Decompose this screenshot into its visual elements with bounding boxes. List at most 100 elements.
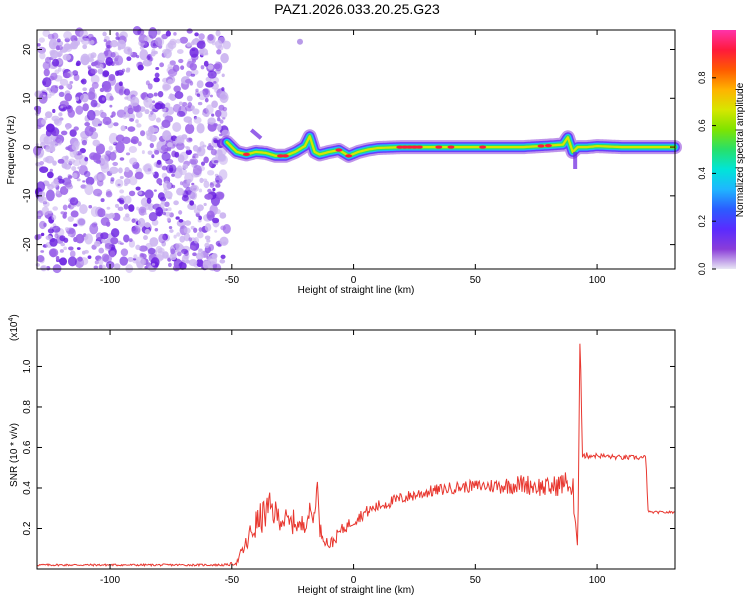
noise-speckle <box>199 48 205 54</box>
noise-speckle <box>60 105 64 109</box>
noise-speckle <box>198 33 205 40</box>
noise-speckle <box>139 49 149 61</box>
noise-speckle <box>110 39 119 48</box>
noise-speckle <box>211 113 215 117</box>
noise-speckle <box>101 253 110 262</box>
noise-speckle <box>119 157 125 161</box>
noise-speckle <box>188 137 193 142</box>
noise-speckle <box>67 256 77 267</box>
noise-speckle <box>38 196 47 204</box>
noise-speckle <box>202 260 211 270</box>
noise-speckle <box>70 35 78 42</box>
noise-speckle <box>149 143 154 149</box>
noise-speckle <box>209 94 213 98</box>
noise-speckle <box>220 53 229 64</box>
noise-speckle <box>71 166 77 171</box>
noise-speckle <box>63 31 73 40</box>
signal-peak <box>410 145 418 149</box>
noise-speckle <box>194 37 199 42</box>
y-tick-label: 0.8 <box>22 400 33 414</box>
noise-speckle <box>144 222 151 228</box>
noise-speckle <box>148 125 155 135</box>
colorbar-tick-label: 0.0 <box>697 263 707 276</box>
snr-background <box>37 330 675 569</box>
noise-speckle <box>189 63 197 71</box>
noise-speckle <box>69 197 79 206</box>
noise-speckle <box>125 152 131 156</box>
noise-speckle <box>169 93 177 101</box>
noise-speckle <box>59 100 69 108</box>
noise-speckle <box>183 227 191 234</box>
noise-speckle <box>191 245 197 251</box>
noise-speckle <box>45 155 55 164</box>
spectrogram-frame <box>36 29 676 270</box>
noise-speckle <box>220 109 228 119</box>
spectrogram-x-ticks: -100 -50 0 50 100 <box>100 30 606 286</box>
noise-speckle <box>219 259 226 264</box>
noise-speckle <box>189 184 199 193</box>
x-tick-label: 100 <box>589 575 606 586</box>
noise-speckle <box>63 43 72 51</box>
noise-speckle <box>97 52 106 63</box>
colorbar: 0.0 0.2 0.4 0.6 0.8 Normalized spectral ampl… <box>697 30 746 275</box>
noise-speckle <box>222 106 228 112</box>
noise-speckle <box>92 188 103 197</box>
noise-speckle <box>73 126 79 131</box>
noise-speckle <box>72 70 79 76</box>
noise-speckle <box>95 143 106 155</box>
noise-speckle <box>135 119 139 124</box>
noise-speckle <box>59 235 66 242</box>
noise-speckle <box>219 91 229 104</box>
snr-frame <box>36 329 676 570</box>
noise-speckle <box>155 117 161 123</box>
spectrogram-x-axis-label: Height of straight line (km) <box>298 285 415 296</box>
noise-speckle <box>48 210 53 214</box>
noise-speckle <box>127 50 133 56</box>
noise-speckle <box>50 85 59 94</box>
noise-speckle <box>123 203 129 210</box>
noise-speckle <box>100 217 110 226</box>
noise-speckle <box>87 57 95 63</box>
noise-speckle <box>137 141 142 147</box>
noise-speckle <box>184 220 192 226</box>
noise-speckle <box>110 228 120 238</box>
noise-speckle <box>172 264 180 272</box>
noise-speckle <box>207 254 218 267</box>
noise-speckle <box>135 256 145 268</box>
noise-speckle <box>129 176 138 186</box>
noise-speckle <box>39 141 46 148</box>
noise-speckle <box>144 109 150 115</box>
noise-speckle <box>98 247 105 254</box>
noise-speckle <box>149 134 157 142</box>
noise-speckle <box>144 266 148 269</box>
noise-speckle <box>112 161 119 166</box>
noise-speckle <box>49 168 53 173</box>
noise-speckle <box>218 133 223 137</box>
noise-speckle <box>52 58 60 67</box>
noise-speckle <box>177 154 185 163</box>
noise-speckle <box>216 49 222 55</box>
noise-speckle <box>146 193 152 200</box>
noise-speckle <box>215 30 221 37</box>
y-tick-label: 20 <box>22 44 33 56</box>
signal-peak <box>277 154 285 158</box>
noise-speckle <box>167 262 172 268</box>
noise-speckle <box>207 188 212 193</box>
noise-speckle <box>190 105 195 110</box>
noise-speckle <box>185 70 192 77</box>
noise-speckle <box>90 99 98 108</box>
noise-speckle <box>122 114 127 120</box>
noise-speckle <box>128 238 133 243</box>
noise-speckle <box>217 117 221 122</box>
noise-speckle <box>75 105 84 115</box>
noise-speckle <box>87 66 92 70</box>
noise-speckle <box>101 238 106 244</box>
noise-speckle <box>194 32 199 37</box>
noise-speckle <box>153 189 157 192</box>
noise-speckle <box>212 264 218 268</box>
noise-speckle <box>117 206 124 211</box>
noise-speckle <box>189 158 199 165</box>
noise-speckle <box>195 88 199 93</box>
noise-speckle <box>84 170 91 178</box>
noise-speckle <box>63 163 72 170</box>
